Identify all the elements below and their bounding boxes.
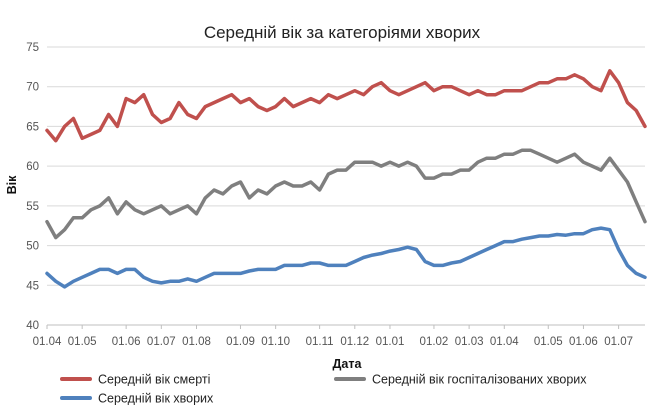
x-tick-label: 01.05 xyxy=(68,336,97,348)
legend-label: Середній вік госпіталізованих хворих xyxy=(372,373,587,387)
y-axis-ticks: 40 45 50 55 60 65 70 75 xyxy=(26,42,39,332)
legend-label: Середній вік хворих xyxy=(98,392,214,406)
x-tick-label: 01.06 xyxy=(112,336,141,348)
chart-title: Середній вік за категоріями хворих xyxy=(204,23,481,42)
x-tick-label: 01.08 xyxy=(182,336,211,348)
x-tick-label: 01.10 xyxy=(261,336,290,348)
x-tick-label: 01.12 xyxy=(340,336,369,348)
legend-label: Середній вік смерті xyxy=(98,373,210,387)
y-tick-label: 75 xyxy=(26,42,39,54)
x-tick-label: 01.01 xyxy=(376,336,405,348)
y-tick-label: 60 xyxy=(26,161,39,173)
x-tick-label: 01.05 xyxy=(534,336,563,348)
x-tick-label: 01.11 xyxy=(306,336,334,348)
x-tick-label: 01.06 xyxy=(569,336,598,348)
legend: Середній вік смерті Середній вік госпітал… xyxy=(60,373,587,406)
y-tick-label: 50 xyxy=(26,241,39,253)
y-tick-label: 45 xyxy=(26,280,39,292)
x-tick-label: 01.07 xyxy=(604,336,633,348)
x-tick-label: 01.03 xyxy=(455,336,484,348)
gridlines xyxy=(47,46,645,326)
y-tick-label: 40 xyxy=(26,320,39,332)
y-tick-label: 65 xyxy=(26,121,39,133)
x-axis-label: Дата xyxy=(333,357,363,371)
y-axis-label: Вік xyxy=(5,175,19,195)
x-tick-label: 01.09 xyxy=(226,336,255,348)
x-tick-label: 01.04 xyxy=(490,336,519,348)
series-line-1 xyxy=(45,148,647,240)
x-axis-ticks: 01.04 01.05 01.06 01.07 01.08 01.09 01.10 01.11… xyxy=(33,325,633,348)
series-lines xyxy=(45,69,647,289)
x-tick-label: 01.07 xyxy=(147,336,176,348)
x-tick-label: 01.04 xyxy=(33,336,62,348)
y-tick-label: 70 xyxy=(26,82,39,94)
series-line-0 xyxy=(45,69,647,143)
series-line-2 xyxy=(45,226,647,289)
x-tick-label: 01.02 xyxy=(420,336,449,348)
y-tick-label: 55 xyxy=(26,201,39,213)
